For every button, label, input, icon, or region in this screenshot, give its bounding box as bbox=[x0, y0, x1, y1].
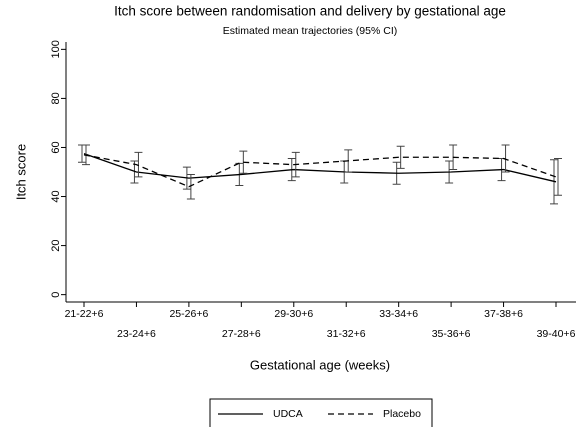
y-tick-label: 40 bbox=[50, 190, 62, 202]
x-tick-label: 27-28+6 bbox=[222, 328, 261, 340]
error-bar bbox=[501, 144, 510, 173]
x-tick-label: 21-22+6 bbox=[65, 308, 104, 320]
error-bar bbox=[134, 151, 143, 178]
legend-label: UDCA bbox=[273, 408, 303, 420]
series-line bbox=[83, 154, 557, 188]
x-tick-label: 39-40+6 bbox=[537, 328, 576, 340]
x-tick-label: 31-32+6 bbox=[327, 328, 366, 340]
y-tick-label: 0 bbox=[50, 292, 62, 298]
x-tick-label: 37-38+6 bbox=[484, 308, 523, 320]
y-tick-label: 80 bbox=[50, 92, 62, 104]
error-bar bbox=[554, 158, 562, 196]
x-tick-label: 25-26+6 bbox=[169, 308, 208, 320]
x-tick-label: 35-36+6 bbox=[432, 328, 471, 340]
y-tick-label: 20 bbox=[50, 239, 62, 251]
y-axis-label: Itch score bbox=[13, 144, 28, 200]
y-tick-label: 100 bbox=[50, 40, 62, 58]
y-tick-label: 60 bbox=[50, 141, 62, 153]
x-axis-label: Gestational age (weeks) bbox=[250, 357, 390, 372]
x-tick-label: 23-24+6 bbox=[117, 328, 156, 340]
error-bar bbox=[186, 173, 195, 200]
x-tick-label: 33-34+6 bbox=[379, 308, 418, 320]
x-tick-label: 29-30+6 bbox=[274, 308, 313, 320]
legend-label: Placebo bbox=[383, 408, 421, 420]
chart-subtitle: Estimated mean trajectories (95% CI) bbox=[223, 25, 397, 37]
chart-title: Itch score between randomisation and del… bbox=[114, 4, 506, 19]
error-bar bbox=[396, 145, 405, 169]
